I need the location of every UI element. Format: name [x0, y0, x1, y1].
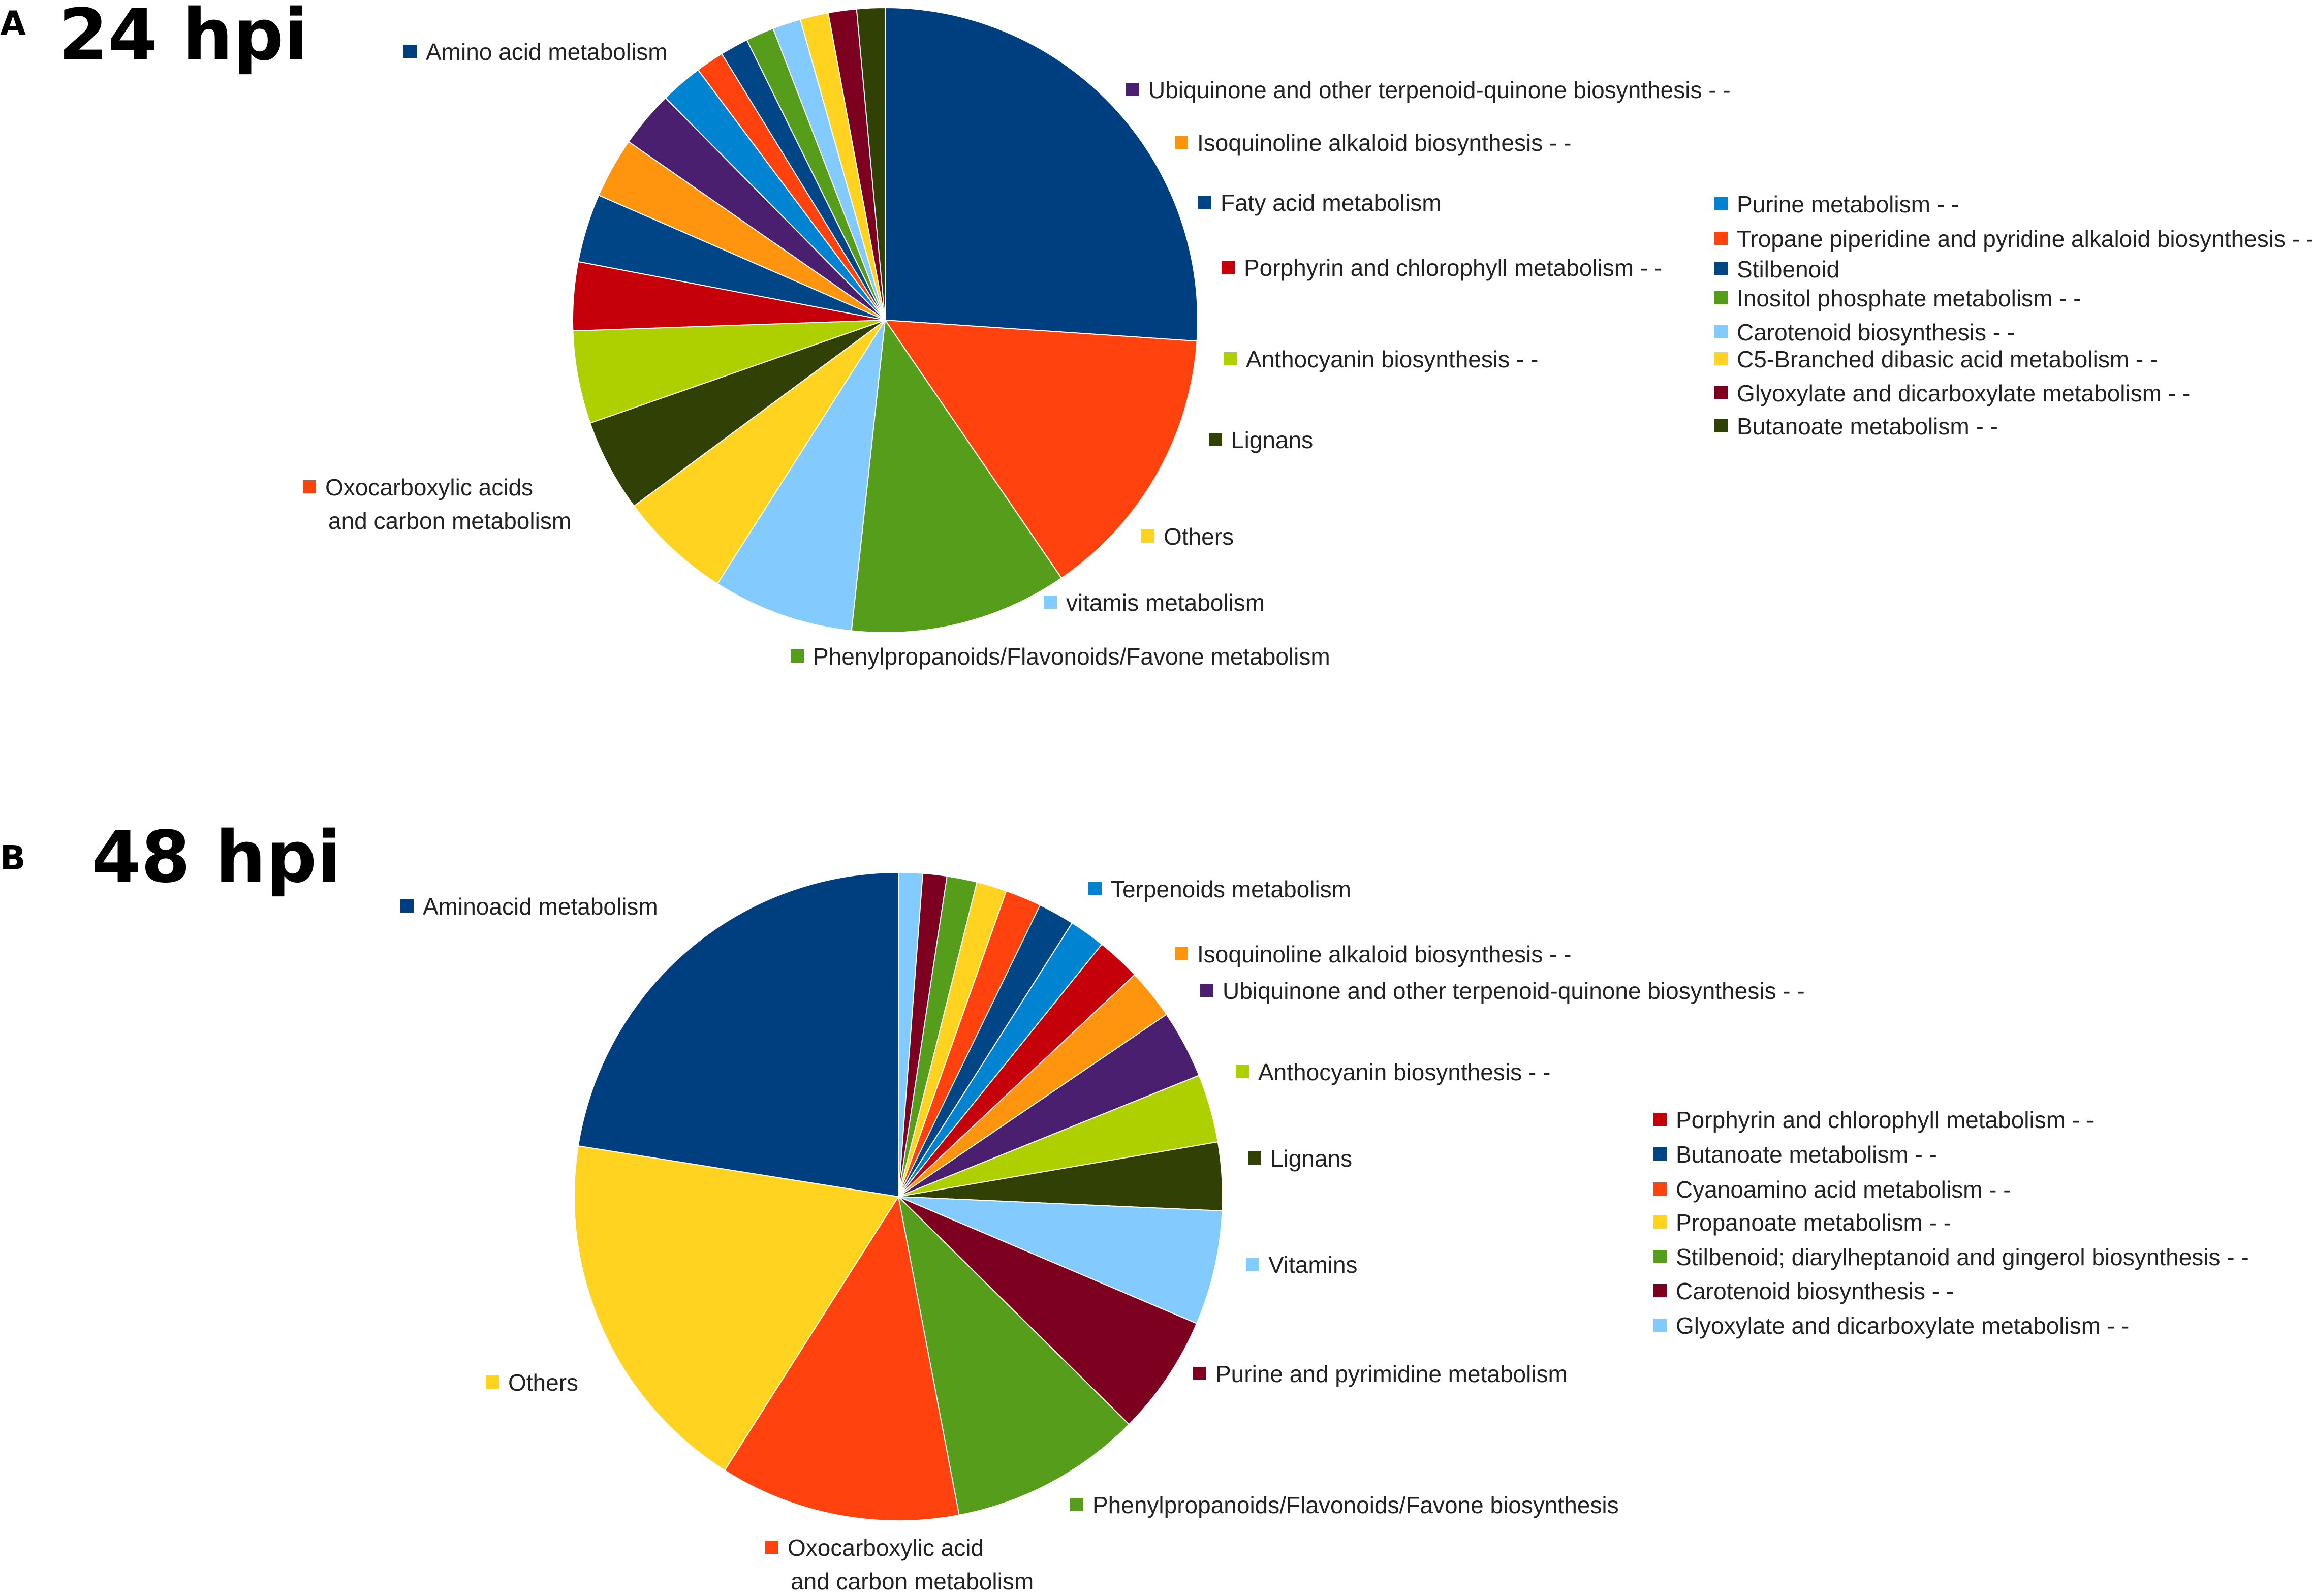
slice-label-others: Others: [508, 1369, 578, 1396]
pie-slice-phenylpropanoids-flavonoids-favone-metabolism: [851, 319, 1063, 633]
slice-label-tropane-piperidine-and-pyridine-alkaloid-biosynthesis: Tropane piperidine and pyridine alkaloid…: [1737, 226, 2312, 252]
slice-label-oxocarboxylic-acids-and-carbon-metabolism: Oxocarboxylic acids and carbon metabolism: [325, 474, 571, 534]
slice-label-lignans: Lignans: [1270, 1145, 1352, 1172]
legend-swatch: [1714, 232, 1728, 245]
slice-label-faty-acid-metabolism: Faty acid metabolism: [1221, 190, 1442, 216]
legend-swatch: [1141, 529, 1154, 543]
legend-swatch: [1714, 197, 1728, 210]
pie-slice-oxocarboxylic-acids-and-carbon-metabolism: [884, 319, 1198, 579]
legend-swatch: [1222, 261, 1235, 274]
pie-slice-aminoacid-metabolism: [577, 871, 899, 1198]
panel-letter: A: [0, 4, 26, 43]
legend-swatch: [1653, 1147, 1667, 1161]
slice-label-ubiquinone-and-other-terpenoid-quinone-biosynthesis: Ubiquinone and other terpenoid-quinone b…: [1223, 978, 1805, 1004]
slice-label-stilbenoid: Stilbenoid: [1737, 256, 1839, 283]
legend-swatch: [1198, 196, 1211, 209]
legend-swatch: [1653, 1215, 1667, 1229]
pie-slice-vitamins: [898, 1196, 1223, 1325]
slice-label-carotenoid-biosynthesis: Carotenoid biosynthesis - -: [1676, 1278, 1954, 1304]
slice-label-stilbenoid-diarylheptanoid-and-gingerol-biosynthesis: Stilbenoid; diarylheptanoid and gingerol…: [1676, 1244, 2249, 1270]
legend-swatch: [1236, 1065, 1249, 1078]
legend-swatch: [1248, 1151, 1261, 1165]
legend-swatch: [1714, 386, 1728, 399]
legend-swatch: [1209, 433, 1222, 446]
pie-slice-anthocyanin-biosynthesis: [572, 320, 886, 424]
pie-chart-24hpi: Amino acid metabolism Oxocarboxylic acids…: [303, 7, 2312, 670]
slice-label-purine-metabolism: Purine metabolism - -: [1737, 191, 1959, 217]
legend-swatch: [1653, 1113, 1667, 1126]
slice-label-phenylpropanoids-flavonoids-favone-biosynthesis: Phenylpropanoids/Flavonoids/Favone biosy…: [1092, 1492, 1619, 1518]
slice-label-isoquinoline-alkaloid-biosynthesis: Isoquinoline alkaloid biosynthesis - -: [1197, 130, 1571, 156]
slice-label-cyanoamino-acid-metabolism: Cyanoamino acid metabolism - -: [1676, 1176, 2011, 1203]
legend-swatch: [1653, 1319, 1667, 1332]
slice-label-porphyrin-and-chlorophyll-metabolism: Porphyrin and chlorophyll metabolism - -: [1676, 1107, 2094, 1133]
slice-label-glyoxylate-and-dicarboxylate-metabolism: Glyoxylate and dicarboxylate metabolism …: [1676, 1312, 2129, 1339]
slice-label-butanoate-metabolism: Butanoate metabolism - -: [1676, 1141, 1937, 1168]
pie-slice-lignans: [589, 320, 886, 507]
legend-swatch: [1175, 136, 1188, 149]
legend-swatch: [1193, 1367, 1206, 1380]
pie-slice-oxocarboxylic-acid-and-carbon-metabolism: [724, 1195, 960, 1521]
legend-swatch: [1653, 1284, 1667, 1297]
legend-swatch: [1224, 352, 1237, 365]
legend-swatch: [1714, 419, 1728, 432]
slice-label-inositol-phosphate-metabolism: Inositol phosphate metabolism - -: [1737, 285, 2081, 311]
legend-swatch: [765, 1541, 778, 1554]
slice-label-amino-acid-metabolism: Amino acid metabolism: [426, 39, 668, 65]
legend-swatch: [303, 480, 316, 493]
pie-slice-vitamis-metabolism: [716, 320, 886, 632]
slice-label-propanoate-metabolism: Propanoate metabolism - -: [1676, 1209, 1951, 1236]
legend-swatch: [1714, 291, 1728, 304]
slice-label-anthocyanin-biosynthesis: Anthocyanin biosynthesis - -: [1246, 346, 1538, 372]
legend-swatch: [1044, 596, 1057, 609]
slice-label-vitamins: Vitamins: [1268, 1251, 1358, 1278]
slice-label-vitamis-metabolism: vitamis metabolism: [1066, 589, 1265, 616]
legend-swatch: [1175, 947, 1188, 960]
slice-label-others: Others: [1164, 523, 1234, 550]
slice-label-butanoate-metabolism: Butanoate metabolism - -: [1737, 413, 1998, 440]
legend-swatch: [1246, 1258, 1259, 1271]
slice-label-oxocarboxylic-acid-and-carbon-metabolism: Oxocarboxylic acid and carbon metabolism: [788, 1535, 1034, 1594]
pie-slice-phenylpropanoids-flavonoids-favone-biosynthesis: [897, 1195, 1130, 1516]
legend-swatch: [1088, 882, 1102, 895]
slice-label-purine-and-pyrimidine-metabolism: Purine and pyrimidine metabolism: [1215, 1361, 1568, 1387]
pie-slice-butanoate-metabolism: [856, 7, 886, 321]
slice-label-anthocyanin-biosynthesis: Anthocyanin biosynthesis - -: [1258, 1059, 1550, 1085]
legend-swatch: [400, 899, 414, 913]
slice-label-aminoacid-metabolism: Aminoacid metabolism: [423, 893, 658, 920]
panel-letter: B: [0, 838, 26, 878]
legend-swatch: [791, 649, 804, 663]
slice-label-carotenoid-biosynthesis: Carotenoid biosynthesis - -: [1737, 319, 2015, 346]
slice-label-phenylpropanoids-flavonoids-favone-metabolism: Phenylpropanoids/Flavonoids/Favone metab…: [813, 643, 1330, 670]
legend-swatch: [1653, 1250, 1667, 1263]
legend-swatch: [403, 45, 417, 58]
chart-title: 48 hpi: [91, 816, 341, 899]
slice-label-isoquinoline-alkaloid-biosynthesis: Isoquinoline alkaloid biosynthesis - -: [1197, 941, 1571, 967]
pie-slice-others: [574, 1145, 899, 1472]
pie-slice-purine-and-pyrimidine-metabolism: [898, 1196, 1198, 1425]
slice-label-glyoxylate-and-dicarboxylate-metabolism: Glyoxylate and dicarboxylate metabolism …: [1737, 380, 2190, 406]
legend-swatch: [1070, 1498, 1083, 1511]
legend-swatch: [1653, 1182, 1667, 1196]
legend-swatch: [1714, 325, 1728, 338]
pie-slice-amino-acid-metabolism: [885, 7, 1198, 342]
pie-chart-48hpi: Glyoxylate and dicarboxylate metabolism …: [400, 871, 2249, 1594]
panel-a: A 24 hpi Amino acid metabolism Oxocarboxy…: [0, 0, 2312, 762]
slice-label-terpenoids-metabolism: Terpenoids metabolism: [1111, 876, 1351, 902]
pie-slice-others: [633, 320, 886, 585]
slice-label-porphyrin-and-chlorophyll-metabolism: Porphyrin and chlorophyll metabolism - -: [1244, 255, 1662, 281]
legend-swatch: [486, 1375, 499, 1389]
slice-label-c5-branched-dibasic-acid-metabolism: C5-Branched dibasic acid metabolism - -: [1737, 346, 2158, 372]
slice-label-lignans: Lignans: [1231, 427, 1313, 453]
legend-swatch: [1200, 984, 1213, 997]
legend-swatch: [1126, 83, 1139, 96]
panel-b: B 48 hpi Glyoxylate and dicarboxylate me…: [0, 793, 2312, 1596]
slice-label-ubiquinone-and-other-terpenoid-quinone-biosynthesis: Ubiquinone and other terpenoid-quinone b…: [1148, 77, 1731, 103]
legend-swatch: [1714, 262, 1728, 275]
chart-title: 24 hpi: [58, 0, 308, 77]
legend-swatch: [1714, 352, 1728, 365]
